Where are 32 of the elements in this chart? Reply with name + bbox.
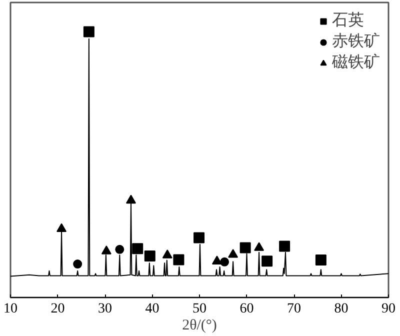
x-tick-label: 80 xyxy=(334,302,348,316)
x-tick-label: 60 xyxy=(240,302,254,316)
point xyxy=(101,246,112,254)
legend-label: 石英 xyxy=(332,10,364,31)
point xyxy=(126,194,136,204)
point xyxy=(220,257,230,266)
point xyxy=(212,256,222,264)
point xyxy=(144,250,156,262)
point xyxy=(240,242,251,254)
x-tick-label: 10 xyxy=(4,302,18,316)
point xyxy=(194,232,205,244)
point xyxy=(162,250,172,258)
point xyxy=(56,223,67,232)
point xyxy=(228,249,238,258)
point xyxy=(262,256,273,267)
x-tick-label: 50 xyxy=(192,302,206,316)
legend-label: 赤铁矿 xyxy=(332,32,380,52)
x-tick-label: 90 xyxy=(382,302,396,316)
point xyxy=(254,242,264,251)
point xyxy=(73,260,82,269)
point xyxy=(83,26,94,38)
point xyxy=(115,244,124,254)
point xyxy=(173,254,184,266)
point xyxy=(279,240,290,252)
point xyxy=(315,254,326,266)
x-axis-title: 2θ/(°) xyxy=(182,318,217,334)
x-tick-label: 70 xyxy=(287,302,301,316)
point xyxy=(132,243,144,254)
x-tick-label: 20 xyxy=(50,302,65,316)
x-tick-label: 40 xyxy=(145,302,160,316)
x-tick-label: 30 xyxy=(98,302,112,316)
legend-label: 磁铁矿 xyxy=(332,52,380,73)
